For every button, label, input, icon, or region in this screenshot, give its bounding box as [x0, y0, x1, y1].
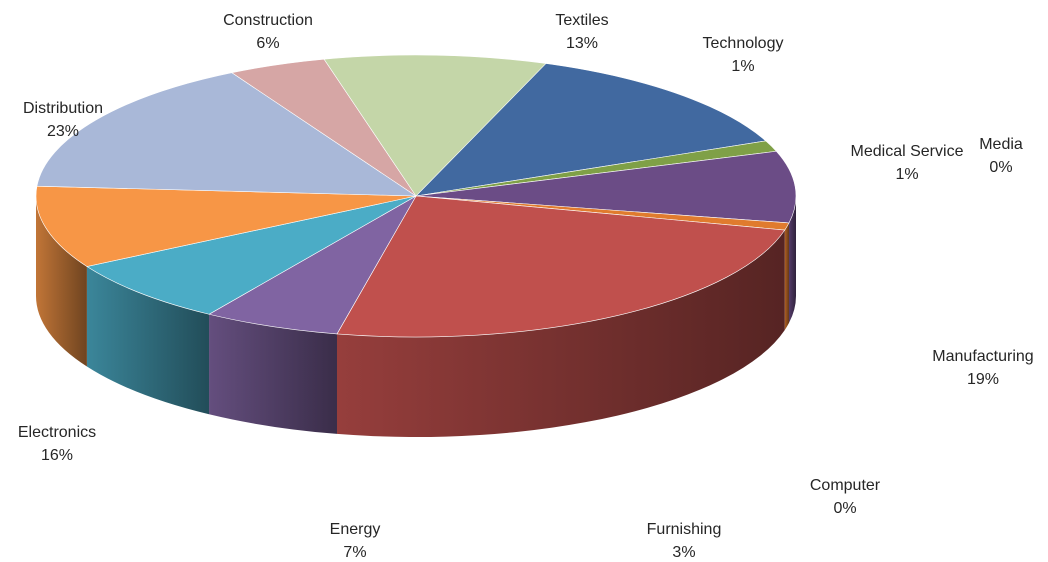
pie-side-manufacturing: [336, 230, 785, 437]
pie-slice-unlabeled: [323, 54, 547, 197]
pie-sides: [36, 196, 796, 437]
pie-side-electronics: [36, 196, 87, 367]
pie-top-faces: [35, 54, 797, 338]
pie-slice-distribution: [36, 72, 418, 197]
data-label-percent: 3%: [672, 544, 696, 561]
data-label-name: Construction: [223, 12, 313, 29]
pie-side-energy: [86, 266, 210, 415]
data-label-percent: 7%: [343, 544, 367, 561]
data-label-percent: 13%: [565, 35, 599, 52]
data-label-name: Furnishing: [646, 521, 722, 538]
data-label-percent: 6%: [256, 35, 280, 52]
data-label-distribution: Distribution 23%: [23, 97, 103, 143]
data-label-percent: 19%: [966, 371, 1000, 388]
pie-slice-electronics: [35, 185, 417, 267]
pie-slice-energy: [86, 195, 417, 315]
pie-side-medical-service: [789, 196, 796, 323]
pie-side-furnishing: [209, 314, 337, 434]
data-label-percent: 0%: [833, 500, 857, 517]
data-label-name: Media: [979, 136, 1023, 153]
data-label-furnishing: Furnishing 3%: [647, 518, 722, 562]
data-label-name: Manufacturing: [932, 348, 1034, 365]
data-label-name: Medical Service: [850, 143, 964, 160]
data-label-percent: 0%: [989, 159, 1013, 176]
data-label-electronics: Electronics 16%: [18, 421, 96, 467]
data-label-percent: 23%: [46, 123, 80, 140]
data-label-name: Distribution: [22, 100, 104, 117]
data-label-percent: 16%: [40, 447, 74, 464]
data-label-name: Computer: [809, 477, 881, 494]
data-label-name: Energy: [329, 521, 381, 538]
data-label-name: Electronics: [17, 424, 97, 441]
pie-slice-medical-service: [415, 150, 797, 224]
data-label-energy: Energy 7%: [330, 518, 381, 562]
data-label-percent: 1%: [731, 58, 755, 75]
data-label-manufacturing: Manufacturing 19%: [932, 345, 1033, 391]
data-label-textiles: Textiles 13%: [555, 9, 608, 55]
data-label-construction: Construction 6%: [223, 9, 313, 55]
data-label-percent: 1%: [895, 166, 919, 183]
data-label-name: Technology: [702, 35, 784, 52]
data-label-medical-service: Medical Service 1%: [851, 140, 964, 186]
data-label-technology: Technology 1%: [703, 32, 784, 78]
pie-side-media: [784, 222, 790, 331]
pie-slice-furnishing: [208, 195, 417, 335]
data-label-computer: Computer 0%: [810, 474, 880, 520]
data-label-name: Textiles: [555, 12, 609, 29]
pie-slice-manufacturing: [336, 195, 786, 338]
data-label-media: Media 0%: [979, 133, 1023, 179]
